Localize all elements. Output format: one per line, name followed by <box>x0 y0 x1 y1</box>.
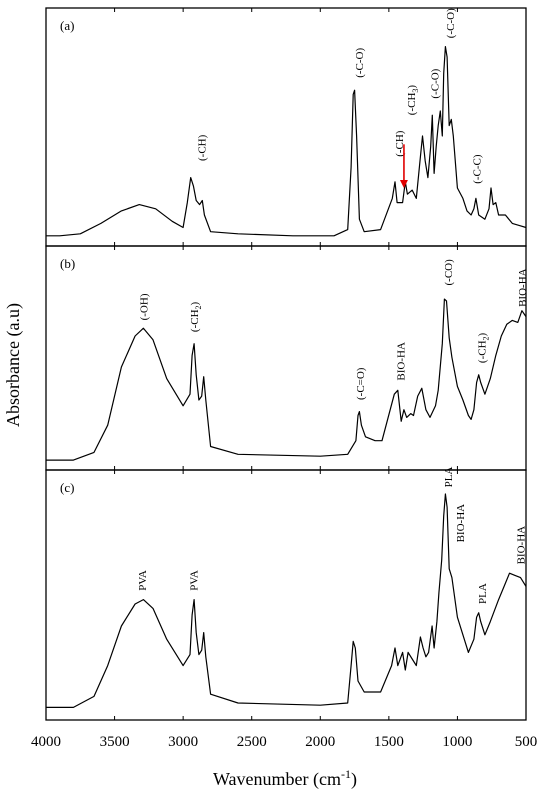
x-tick-label: 2500 <box>237 734 267 750</box>
y-axis-title: Absorbance (a.u) <box>3 303 24 427</box>
peak-annotation: (-C-C) <box>472 154 484 184</box>
x-tick-label: 2000 <box>305 734 335 750</box>
peak-annotation: (-CH2) <box>476 332 490 363</box>
panel-c: (c) <box>45 469 527 721</box>
spectrum-line-b <box>46 298 527 461</box>
peak-annotation: (-C=O) <box>355 367 367 400</box>
panel-label-a: (a) <box>60 18 74 33</box>
peak-annotation: BIO-HA <box>516 526 528 565</box>
peak-annotation: (-CH) <box>394 130 406 157</box>
x-tick-label: 3500 <box>100 734 130 750</box>
x-axis-ticks: 4000 3500 3000 2500 2000 1500 1000 500 <box>31 734 537 750</box>
red-arrow-icon <box>399 144 408 188</box>
peak-annotation: (-CH2) <box>189 301 203 332</box>
peak-annotation: BIO-HA <box>517 268 529 307</box>
panel-label-c: (c) <box>60 480 74 495</box>
x-tick-label: 3000 <box>168 734 198 750</box>
peak-annotation: (-CH) <box>197 134 209 161</box>
peak-annotation: BIO-HA <box>455 504 467 543</box>
peak-annotation: PVA <box>137 570 149 591</box>
x-tick-label: 1500 <box>374 734 404 750</box>
panel-frame-c <box>45 469 527 721</box>
peak-annotation: BIO-HA <box>396 342 408 381</box>
peak-annotation: (-C-O) <box>445 8 457 38</box>
panel-label-b: (b) <box>60 256 75 271</box>
peak-annotation: (-C-O) <box>354 48 366 78</box>
x-tick-label: 1000 <box>442 734 472 750</box>
peak-annotation: PVA <box>188 570 200 591</box>
peak-annotation: (-CH3) <box>406 85 420 116</box>
x-tick-label: 500 <box>515 734 538 750</box>
peak-annotation: PLA <box>443 467 455 488</box>
panels-group: (a) (b) (c) (-CH) (-C-O) (-CH) (-CH3) (-C-O) (-C… <box>45 7 529 721</box>
x-tick-label: 4000 <box>31 734 61 750</box>
peak-annotation: (-C-O) <box>429 68 441 98</box>
spectrum-line-c <box>46 493 527 708</box>
panel-a: (a) <box>45 7 527 247</box>
peak-annotation: (-CO) <box>443 259 455 286</box>
peak-annotation: (-OH) <box>138 293 150 320</box>
panel-frame-a <box>45 7 527 247</box>
peak-annotation: PLA <box>477 583 489 604</box>
spectrum-line-a <box>46 46 527 237</box>
x-axis-title: Wavenumber (cm-1) <box>213 767 357 790</box>
